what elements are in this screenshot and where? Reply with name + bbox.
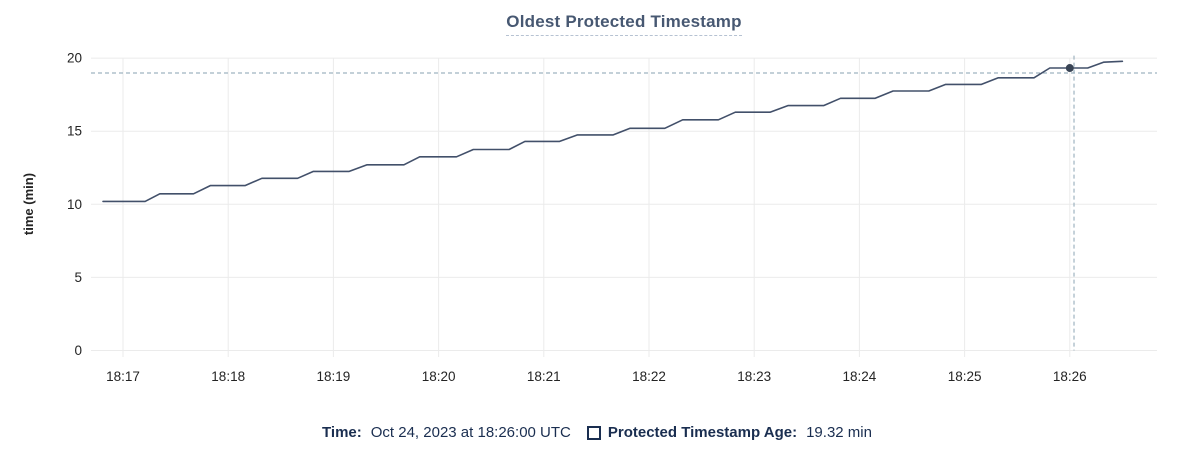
x-tick-label: 18:25 [948,369,982,384]
y-tick-label: 5 [74,270,82,285]
legend-series-toggle[interactable]: Protected Timestamp Age: 19.32 min [586,423,872,442]
x-tick-label: 18:22 [632,369,666,384]
y-axis-title: time (min) [21,173,36,235]
x-tick-label: 18:24 [843,369,877,384]
series-line-protected-timestamp-age [102,60,1124,203]
legend-series-label: Protected Timestamp Age: [607,424,798,441]
x-tick-label: 18:23 [737,369,771,384]
y-tick-label: 15 [67,124,82,139]
hover-legend: Time: Oct 24, 2023 at 18:26:00 UTC Prote… [0,423,1194,442]
y-tick-label: 0 [74,343,82,358]
legend-time: Time: Oct 24, 2023 at 18:26:00 UTC [322,423,571,442]
x-tick-label: 18:26 [1053,369,1087,384]
chart-title-row: Oldest Protected Timestamp [91,12,1157,36]
series-checkbox-icon[interactable] [586,425,601,440]
x-tick-label: 18:17 [106,369,140,384]
x-tick-label: 18:20 [422,369,456,384]
chart-title[interactable]: Oldest Protected Timestamp [506,12,742,36]
hover-point[interactable] [1065,64,1074,73]
line-chart[interactable]: 0 5 10 15 20 18:17 18:18 18:19 18:20 18:21 18:22 18… [0,0,1194,400]
x-tick-label: 18:18 [211,369,245,384]
legend-series-value: 19.32 min [806,424,872,441]
x-tick-label: 18:19 [317,369,351,384]
x-tick-label: 18:21 [527,369,561,384]
legend-time-value: Oct 24, 2023 at 18:26:00 UTC [370,424,571,441]
y-tick-label: 10 [67,197,82,212]
y-tick-label: 20 [67,51,82,66]
legend-time-label: Time: [322,424,362,441]
